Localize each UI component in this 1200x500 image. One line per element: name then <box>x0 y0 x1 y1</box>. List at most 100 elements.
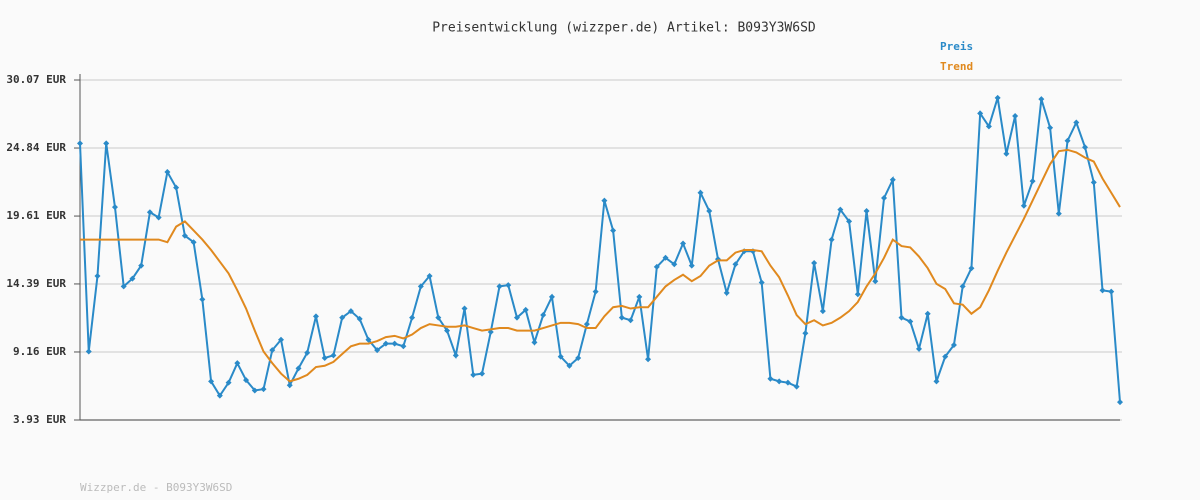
point <box>278 336 285 343</box>
point <box>881 194 888 201</box>
point <box>225 379 232 386</box>
point <box>723 289 730 296</box>
point <box>575 354 582 361</box>
point <box>671 261 678 268</box>
point <box>1012 113 1019 120</box>
point <box>85 348 92 355</box>
point <box>557 353 564 360</box>
legend-label: Trend <box>940 60 973 73</box>
point <box>583 321 590 328</box>
point <box>111 204 118 211</box>
point <box>566 362 573 369</box>
y-tick-label: 19.61 EUR <box>6 209 66 222</box>
point <box>680 240 687 247</box>
point <box>260 386 267 393</box>
point <box>1038 96 1045 103</box>
chart-title: Preisentwicklung (wizzper.de) Artikel: B… <box>432 21 816 36</box>
point <box>146 209 153 216</box>
legend-label: Preis <box>940 40 973 53</box>
point <box>1047 124 1054 131</box>
point <box>697 189 704 196</box>
point <box>417 283 424 290</box>
point <box>889 176 896 183</box>
point <box>1064 137 1071 144</box>
point <box>540 312 547 319</box>
point <box>365 336 372 343</box>
point <box>312 313 319 320</box>
point <box>120 283 127 290</box>
point <box>269 347 276 354</box>
point <box>1020 202 1027 209</box>
point <box>1117 399 1123 406</box>
footer: Wizzper.de - B093Y3W6SD <box>80 481 232 494</box>
point <box>382 340 389 347</box>
point <box>138 262 145 269</box>
y-tick-label: 14.39 EUR <box>6 277 66 290</box>
point <box>295 365 302 372</box>
point <box>461 305 468 312</box>
point <box>208 378 215 385</box>
point <box>548 293 555 300</box>
point <box>977 110 984 117</box>
point <box>1055 210 1062 217</box>
point <box>950 341 957 348</box>
point <box>513 314 520 321</box>
point <box>1082 144 1089 151</box>
point <box>243 377 250 384</box>
point <box>784 379 791 386</box>
point <box>391 340 398 347</box>
point <box>409 314 416 321</box>
point <box>872 278 879 285</box>
point <box>653 263 660 270</box>
point <box>356 315 363 322</box>
point <box>802 330 809 337</box>
point <box>601 197 608 204</box>
y-tick-label: 9.16 EUR <box>13 345 66 358</box>
point <box>103 140 110 147</box>
point <box>1090 179 1097 186</box>
point <box>994 94 1001 101</box>
point <box>863 207 870 214</box>
point <box>496 283 503 290</box>
point <box>164 168 171 175</box>
point <box>321 354 328 361</box>
point <box>636 293 643 300</box>
point <box>234 360 241 367</box>
point <box>251 387 258 394</box>
point <box>452 352 459 359</box>
point <box>347 308 354 315</box>
point <box>129 275 136 282</box>
point <box>330 352 337 359</box>
point <box>1029 178 1036 185</box>
y-tick-label: 24.84 EUR <box>6 141 66 154</box>
point <box>339 314 346 321</box>
point <box>592 288 599 295</box>
point <box>216 392 223 399</box>
point <box>505 282 512 289</box>
point <box>173 184 180 191</box>
point <box>811 260 818 267</box>
point <box>828 236 835 243</box>
y-tick-label: 3.93 EUR <box>13 413 66 426</box>
series-line <box>79 97 1121 403</box>
y-tick-label: 30.07 EUR <box>6 73 66 86</box>
point <box>286 382 293 389</box>
point <box>819 308 826 315</box>
point <box>706 207 713 214</box>
point <box>627 317 634 324</box>
point <box>688 262 695 269</box>
point <box>793 383 800 390</box>
point <box>837 206 844 213</box>
point <box>968 265 975 272</box>
series-line <box>80 148 1121 383</box>
point <box>94 273 101 280</box>
point <box>77 140 83 147</box>
point <box>444 327 451 334</box>
point <box>942 353 949 360</box>
point <box>304 349 311 356</box>
point <box>1099 287 1106 294</box>
point <box>758 279 765 286</box>
point <box>732 261 739 268</box>
point <box>1003 150 1010 157</box>
